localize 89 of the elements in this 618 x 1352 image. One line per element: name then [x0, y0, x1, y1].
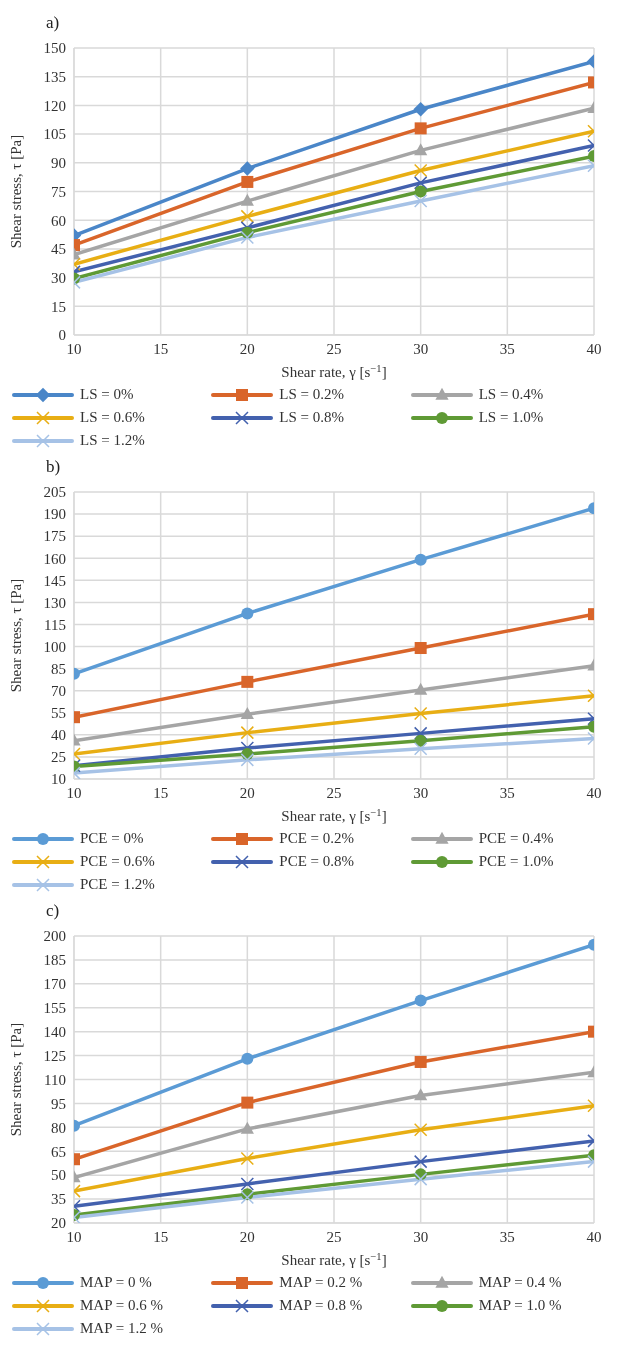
y-tick-label: 30 [51, 269, 66, 286]
y-tick-label: 135 [43, 69, 66, 86]
y-axis-title: Shear stress, τ [Pa] [8, 1022, 25, 1137]
chart-title: b) [45, 456, 62, 478]
y-tick-label: 150 [43, 40, 66, 57]
y-tick-label: 125 [43, 1047, 66, 1064]
x-tick-label: 35 [499, 340, 515, 357]
y-tick-label: 50 [51, 1167, 66, 1184]
y-tick-label: 70 [51, 683, 66, 700]
y-axis-title: Shear stress, τ [Pa] [8, 134, 25, 249]
y-tick-label: 120 [43, 97, 66, 114]
y-tick-label: 100 [43, 638, 66, 655]
legend-label: PCE = 0.6% [80, 853, 155, 870]
y-tick-label: 205 [43, 484, 66, 501]
legend-label: LS = 1.0% [478, 409, 544, 426]
x-tick-label: 20 [239, 340, 255, 357]
x-tick-label: 40 [586, 1228, 602, 1245]
y-tick-label: 95 [51, 1095, 66, 1112]
y-tick-label: 140 [43, 1023, 66, 1040]
x-tick-label: 10 [66, 784, 82, 801]
y-tick-label: 20 [51, 1215, 66, 1232]
y-tick-label: 45 [51, 241, 66, 258]
x-tick-label: 35 [499, 784, 515, 801]
x-tick-label: 35 [499, 1228, 515, 1245]
y-tick-label: 10 [51, 771, 66, 788]
x-tick-label: 15 [153, 340, 169, 357]
x-tick-label: 25 [326, 340, 342, 357]
legend-label: PCE = 0% [80, 830, 144, 847]
x-axis-title: Shear rate, γ [s$^{−1}$] [281, 806, 387, 824]
x-axis-title: Shear rate, γ [s$^{−1}$] [281, 1250, 387, 1268]
y-tick-label: 170 [43, 976, 66, 993]
legend-label: PCE = 0.4% [478, 830, 554, 847]
y-tick-label: 25 [51, 749, 66, 766]
legend-label: PCE = 1.0% [478, 853, 554, 870]
x-tick-label: 20 [239, 784, 255, 801]
legend-label: MAP = 0.4 % [478, 1274, 562, 1291]
y-tick-label: 105 [43, 126, 66, 143]
legend-label: LS = 0.2% [279, 386, 345, 403]
y-tick-label: 145 [43, 572, 66, 589]
legend-label: MAP = 0.2 % [279, 1274, 363, 1291]
y-tick-label: 60 [51, 212, 66, 229]
y-tick-label: 65 [51, 1143, 66, 1160]
legend-label: PCE = 1.2% [80, 876, 155, 893]
legend-label: MAP = 0.6 % [80, 1297, 163, 1314]
legend-label: LS = 0.4% [478, 386, 544, 403]
x-tick-label: 10 [66, 1228, 82, 1245]
x-tick-label: 30 [413, 784, 429, 801]
legend-label: LS = 0.8% [279, 409, 345, 426]
x-tick-label: 15 [153, 1228, 169, 1245]
x-tick-label: 25 [326, 784, 342, 801]
legend-label: LS = 0.6% [80, 409, 145, 426]
x-axis-title: Shear rate, γ [s$^{−1}$] [281, 362, 387, 380]
y-tick-label: 35 [51, 1191, 66, 1208]
legend-label: MAP = 1.2 % [80, 1320, 163, 1337]
x-tick-label: 30 [413, 1228, 429, 1245]
x-tick-label: 40 [586, 340, 602, 357]
y-tick-label: 0 [58, 327, 66, 344]
chart-title: a) [45, 12, 61, 34]
y-tick-label: 115 [44, 616, 66, 633]
y-tick-label: 90 [51, 155, 66, 172]
y-tick-label: 80 [51, 1119, 66, 1136]
y-tick-label: 55 [51, 705, 66, 722]
x-tick-label: 30 [413, 340, 429, 357]
x-tick-label: 15 [153, 784, 169, 801]
y-tick-label: 130 [43, 594, 66, 611]
y-tick-label: 155 [43, 1000, 66, 1017]
y-axis-title: Shear stress, τ [Pa] [8, 578, 25, 693]
legend-label: MAP = 0 % [80, 1274, 152, 1291]
legend-label: MAP = 1.0 % [478, 1297, 562, 1314]
y-tick-label: 75 [51, 183, 66, 200]
x-tick-label: 20 [239, 1228, 255, 1245]
y-tick-label: 190 [43, 506, 66, 523]
chart-title: c) [45, 900, 61, 922]
y-tick-label: 200 [43, 928, 66, 945]
legend-label: PCE = 0.2% [279, 830, 355, 847]
legend-label: PCE = 0.8% [279, 853, 355, 870]
x-tick-label: 25 [326, 1228, 342, 1245]
legend-label: LS = 0% [80, 386, 134, 403]
legend-label: LS = 1.2% [80, 432, 145, 449]
x-tick-label: 40 [586, 784, 602, 801]
y-tick-label: 110 [44, 1071, 66, 1088]
y-tick-label: 175 [43, 528, 66, 545]
y-tick-label: 85 [51, 660, 66, 677]
x-tick-label: 10 [66, 340, 82, 357]
y-tick-label: 15 [51, 298, 66, 315]
y-tick-label: 40 [51, 727, 66, 744]
y-tick-label: 185 [43, 952, 66, 969]
y-tick-label: 160 [43, 550, 66, 567]
legend-label: MAP = 0.8 % [279, 1297, 363, 1314]
